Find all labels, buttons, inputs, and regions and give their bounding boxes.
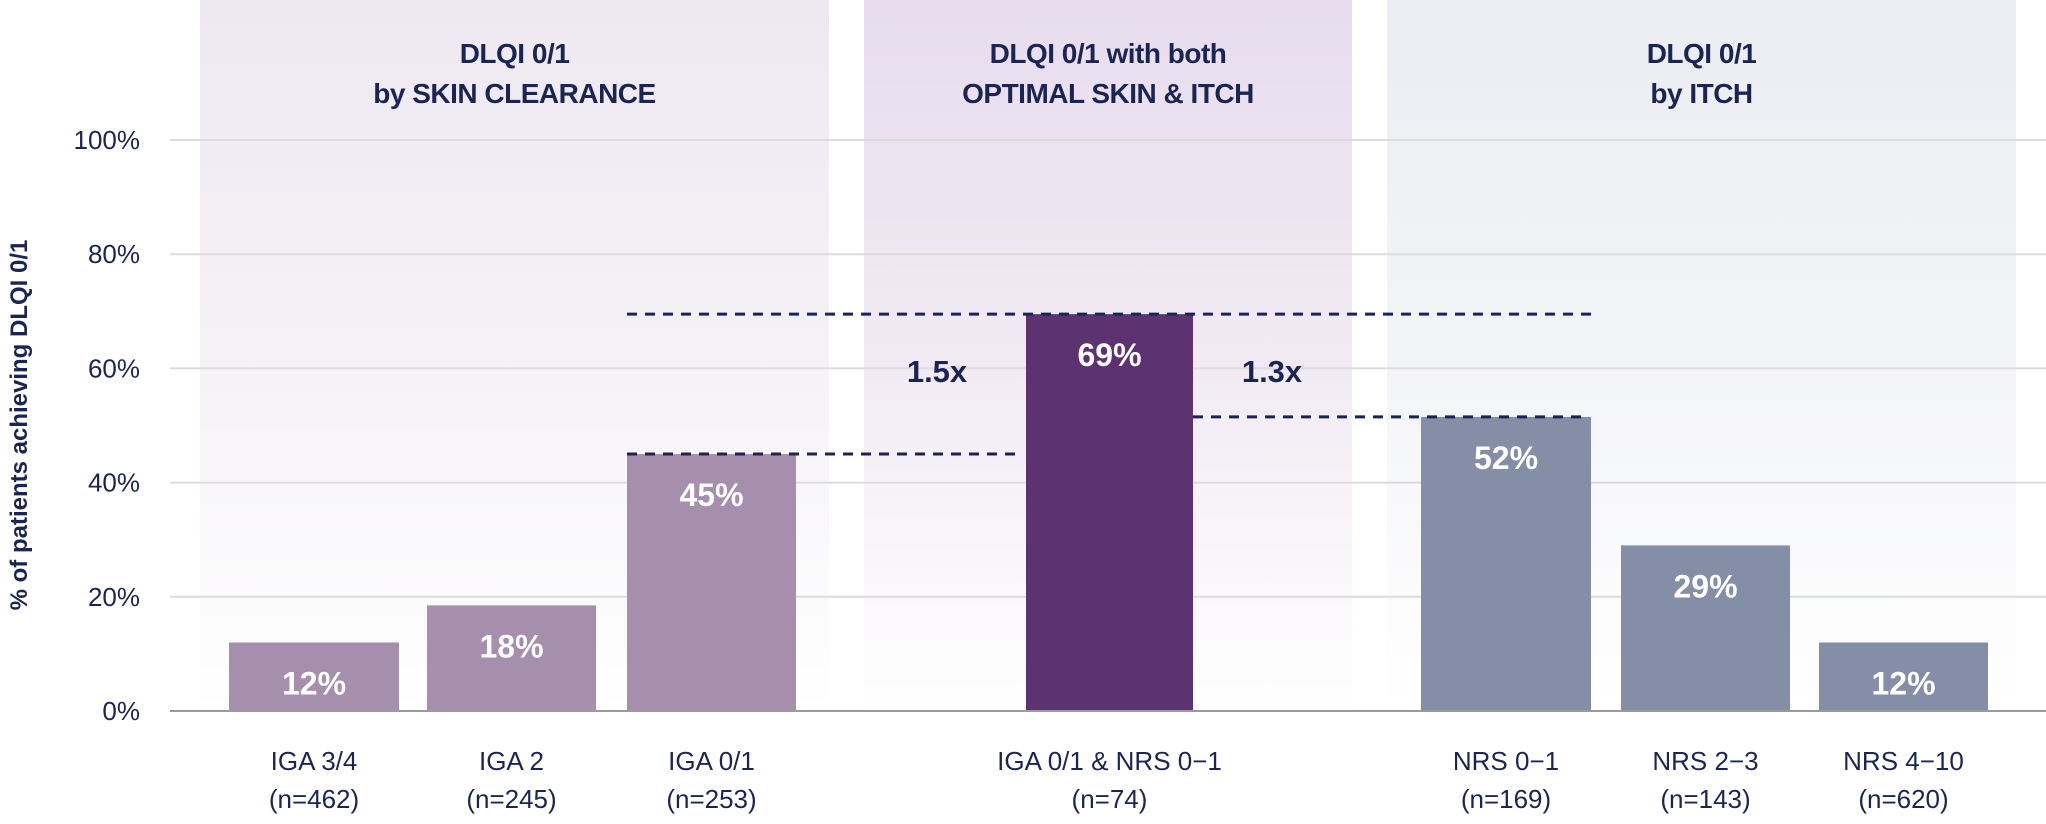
x-tick-label: NRS 0−1 xyxy=(1453,746,1559,776)
group-title: DLQI 0/1 by ITCH xyxy=(1387,34,2016,114)
bar xyxy=(1621,545,1790,711)
bar-value-label: 29% xyxy=(1673,568,1737,604)
y-tick-label: 0% xyxy=(102,696,140,726)
fold-change-label: 1.3x xyxy=(1242,354,1303,389)
bar xyxy=(1819,642,1988,711)
bar-value-label: 69% xyxy=(1077,337,1141,373)
bar-value-label: 45% xyxy=(679,477,743,513)
group-title-line2: by ITCH xyxy=(1650,78,1753,109)
x-tick-n-label: (n=74) xyxy=(1072,784,1148,814)
x-tick-label: IGA 3/4 xyxy=(271,746,358,776)
x-tick-n-label: (n=620) xyxy=(1858,784,1948,814)
y-tick-label: 40% xyxy=(88,468,140,498)
bar-value-label: 12% xyxy=(282,665,346,701)
panel-skin-clearance: DLQI 0/1 by SKIN CLEARANCE xyxy=(200,0,829,711)
group-title-line1: DLQI 0/1 xyxy=(1646,38,1757,69)
group-title-line2: OPTIMAL SKIN & ITCH xyxy=(962,78,1254,109)
bar-value-label: 12% xyxy=(1871,665,1935,701)
x-tick-n-label: (n=245) xyxy=(466,784,556,814)
group-title-line1: DLQI 0/1 with both xyxy=(989,38,1227,69)
x-tick-n-label: (n=169) xyxy=(1461,784,1551,814)
y-tick-label: 80% xyxy=(88,239,140,269)
group-title: DLQI 0/1 with both OPTIMAL SKIN & ITCH xyxy=(864,34,1352,114)
x-tick-label: NRS 4−10 xyxy=(1843,746,1964,776)
group-title: DLQI 0/1 by SKIN CLEARANCE xyxy=(200,34,829,114)
y-tick-label: 20% xyxy=(88,582,140,612)
y-axis-title: % of patients achieving DLQI 0/1 xyxy=(6,239,33,611)
x-tick-label: IGA 2 xyxy=(479,746,544,776)
bar-value-label: 18% xyxy=(479,628,543,664)
bar xyxy=(1421,416,1591,711)
bar xyxy=(627,454,796,711)
group-title-line1: DLQI 0/1 xyxy=(459,38,570,69)
x-tick-label: IGA 0/1 & NRS 0−1 xyxy=(997,746,1222,776)
fold-change-label: 1.5x xyxy=(907,354,968,389)
bar-value-label: 52% xyxy=(1474,440,1538,476)
x-tick-label: NRS 2−3 xyxy=(1652,746,1758,776)
y-tick-label: 100% xyxy=(74,125,141,155)
x-tick-label: IGA 0/1 xyxy=(668,746,755,776)
group-title-line2: by SKIN CLEARANCE xyxy=(373,78,656,109)
y-tick-label: 60% xyxy=(88,353,140,383)
bar xyxy=(229,642,399,711)
x-tick-n-label: (n=462) xyxy=(269,784,359,814)
bar xyxy=(427,605,596,711)
bar xyxy=(1026,314,1193,711)
x-tick-n-label: (n=253) xyxy=(666,784,756,814)
x-tick-n-label: (n=143) xyxy=(1660,784,1750,814)
